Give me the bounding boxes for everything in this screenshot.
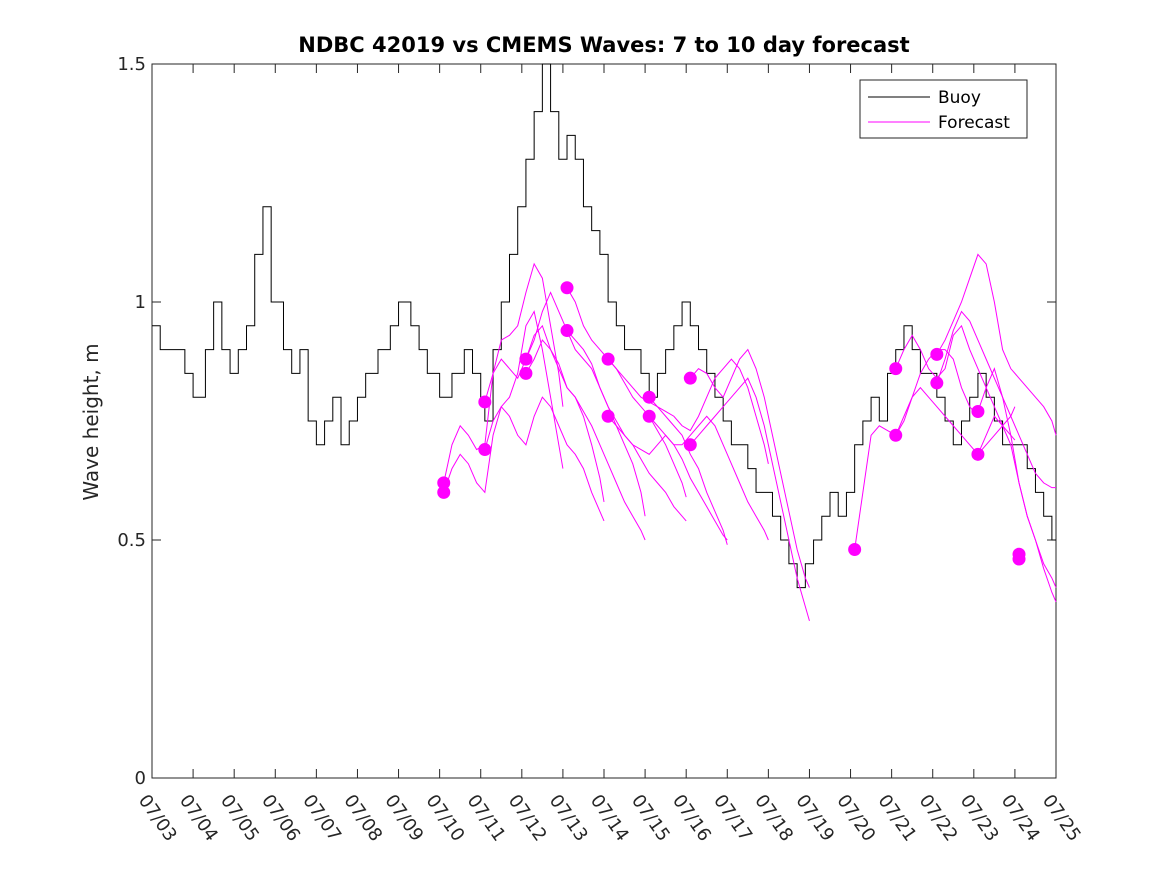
forecast-start-point bbox=[971, 447, 985, 461]
forecast-line bbox=[648, 358, 769, 464]
x-tick-label: 07/14 bbox=[586, 791, 633, 846]
forecast-line bbox=[936, 310, 1056, 489]
forecast-start-point bbox=[560, 281, 574, 295]
forecast-line bbox=[689, 348, 810, 588]
forecast-start-point bbox=[930, 376, 944, 390]
forecast-start-point bbox=[642, 409, 656, 423]
forecast-line bbox=[936, 253, 1057, 436]
forecast-line bbox=[895, 324, 1016, 441]
forecast-start-point bbox=[642, 390, 656, 404]
x-tick-label: 07/25 bbox=[1038, 791, 1085, 846]
forecast-line bbox=[607, 358, 728, 545]
forecast-start-point bbox=[601, 409, 615, 423]
x-tick-label: 07/20 bbox=[832, 791, 879, 846]
forecast-start-point bbox=[437, 485, 451, 499]
forecast-start-point bbox=[519, 366, 533, 380]
x-tick-label: 07/18 bbox=[750, 791, 797, 846]
buoy-line bbox=[152, 63, 1056, 589]
x-tick-label: 07/23 bbox=[956, 791, 1003, 846]
chart-title: NDBC 42019 vs CMEMS Waves: 7 to 10 day f… bbox=[298, 33, 909, 57]
x-tick-label: 07/12 bbox=[504, 791, 551, 846]
legend: Buoy Forecast bbox=[859, 79, 1028, 139]
x-tick-label: 07/03 bbox=[134, 791, 181, 846]
legend-forecast-label: Forecast bbox=[938, 113, 1010, 133]
forecast-line bbox=[895, 386, 1016, 456]
forecast-line bbox=[525, 291, 646, 517]
forecast-start-markers bbox=[437, 281, 1026, 566]
forecast-series bbox=[443, 253, 1057, 622]
buoy-series bbox=[152, 63, 1056, 589]
forecast-line bbox=[484, 396, 605, 522]
x-tick-label: 07/16 bbox=[668, 791, 715, 846]
forecast-start-point bbox=[971, 404, 985, 418]
x-tick-label: 07/05 bbox=[216, 791, 263, 846]
forecast-line bbox=[443, 310, 564, 494]
forecast-start-point bbox=[683, 438, 697, 452]
forecast-start-point bbox=[1012, 552, 1026, 566]
forecast-start-point bbox=[848, 543, 862, 557]
x-tick-label: 07/17 bbox=[709, 791, 756, 846]
x-tick-label: 07/06 bbox=[257, 791, 304, 846]
x-tick-label: 07/10 bbox=[422, 791, 469, 846]
x-tick-label: 07/08 bbox=[339, 791, 386, 846]
x-tick-label: 07/24 bbox=[997, 791, 1044, 846]
forecast-start-point bbox=[478, 443, 492, 457]
y-tick-label: 1.5 bbox=[117, 54, 146, 75]
forecast-line bbox=[566, 287, 687, 498]
forecast-start-point bbox=[478, 395, 492, 409]
y-tick-label: 1 bbox=[135, 292, 146, 313]
y-tick-label: 0.5 bbox=[117, 530, 146, 551]
x-tick-label: 07/22 bbox=[915, 791, 962, 846]
y-tick-label: 0 bbox=[135, 768, 146, 789]
x-tick-label: 07/19 bbox=[791, 791, 838, 846]
x-tick-label: 07/11 bbox=[463, 791, 510, 846]
forecast-start-point bbox=[560, 324, 574, 338]
forecast-start-point bbox=[930, 347, 944, 361]
forecast-start-point bbox=[683, 371, 697, 385]
x-tick-label: 07/09 bbox=[380, 791, 427, 846]
x-tick-label: 07/04 bbox=[175, 791, 222, 846]
x-tick-label: 07/15 bbox=[627, 791, 674, 846]
forecast-line bbox=[977, 415, 1057, 603]
x-tick-label: 07/21 bbox=[874, 791, 921, 846]
forecast-line bbox=[689, 377, 810, 622]
legend-buoy-label: Buoy bbox=[938, 88, 981, 108]
forecast-line bbox=[854, 349, 975, 550]
x-tick-label: 07/07 bbox=[298, 791, 345, 846]
y-axis-label: Wave height, m bbox=[79, 343, 103, 500]
forecast-start-point bbox=[889, 362, 903, 376]
forecast-start-point bbox=[601, 352, 615, 366]
x-tick-label: 07/13 bbox=[545, 791, 592, 846]
forecast-start-point bbox=[889, 428, 903, 442]
forecast-line bbox=[484, 324, 605, 503]
legend-box bbox=[859, 79, 1028, 139]
forecast-line bbox=[525, 339, 646, 541]
forecast-start-point bbox=[519, 352, 533, 366]
